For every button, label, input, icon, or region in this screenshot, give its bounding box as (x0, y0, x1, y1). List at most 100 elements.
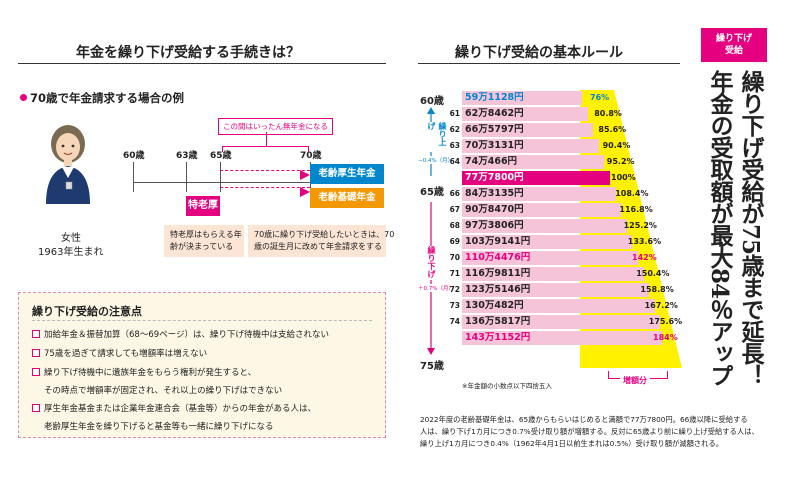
row-age: 62 (449, 125, 460, 134)
row-age: 67 (449, 205, 460, 214)
example-subheading: 70歳で年金請求する場合の例 (20, 90, 184, 106)
table-row: 130万482円 167.2% (462, 299, 678, 313)
row-percent: 175.6% (648, 317, 683, 326)
row-amount: 90万8470円 (462, 203, 622, 217)
age-tick-63: 63歳 (176, 151, 198, 161)
row-age: 66 (449, 189, 460, 198)
person-label: 女性 (61, 233, 81, 244)
bullet-dot (20, 94, 27, 101)
table-row: 84万3135円 108.4% (462, 187, 662, 201)
age-tick-65: 65歳 (210, 151, 232, 161)
badge: 繰り下げ受給 (701, 28, 767, 62)
row-amount: 70万3131円 (462, 139, 599, 153)
table-row: 66万5797円 85.6% (462, 123, 662, 137)
left-heading-underline (18, 63, 386, 64)
kosei-nenkin-block: 老齢厚生年金 (310, 164, 384, 184)
row-amount: 59万1128円 (462, 91, 582, 105)
row-age: 61 (449, 109, 460, 118)
row-amount: 62万8462円 (462, 107, 588, 121)
age-60-label: 60歳 (420, 96, 444, 107)
row-percent: 125.2% (623, 221, 657, 230)
caution-item-cont: その時点で増額率が固定され、それ以上の繰り下げはできない (44, 386, 283, 396)
row-age: 74 (449, 317, 460, 326)
rate-trapezoid (580, 90, 682, 368)
tick-60 (133, 162, 134, 192)
caution-item: 加給年金＆振替加算（68〜69ページ）は、繰り下げ待機中は支給されない (32, 328, 329, 340)
age-tick-70: 70歳 (300, 151, 322, 161)
left-heading: 年金を繰り下げ受給する手続きは？ (76, 45, 300, 61)
table-row: 110万4476円 142% (462, 251, 662, 265)
caution-item: 厚生年金基金または企業年金連合会（基金等）からの年金がある人は、 (32, 402, 316, 414)
rounding-footnote: ※年金額の小数点以下四捨五入 (462, 382, 552, 390)
table-row: 103万9141円 133.6% (462, 235, 662, 249)
row-percent: 90.4% (602, 141, 631, 150)
row-amount: 110万4476円 (462, 251, 638, 265)
table-row: 123万5146円 158.8% (462, 283, 674, 297)
notice-connector-right (308, 146, 309, 152)
row-percent: 108.4% (615, 189, 649, 198)
table-row: 97万3806円 125.2% (462, 219, 662, 233)
arrow-icons (300, 170, 310, 197)
timeline-line (133, 182, 310, 183)
row-age: 68 (449, 221, 460, 230)
row-amount: 97万3806円 (462, 219, 627, 233)
caution-divider (32, 320, 372, 321)
row-amount: 77万7800円 (462, 171, 610, 185)
age-75-label: 75歳 (420, 361, 444, 372)
row-age: 63 (449, 141, 460, 150)
table-row: 136万5817円 175.6% (462, 315, 682, 329)
row-percent: 133.6% (627, 237, 662, 246)
checkbox-icon (32, 368, 40, 376)
row-percent: 167.2% (644, 301, 678, 310)
person-birth: 1963年生まれ (38, 247, 104, 258)
row-age: 72 (449, 285, 460, 294)
caution-item: 75歳を過ぎて請求しても増額率は増えない (32, 347, 207, 359)
table-row: 143万1152円 184% (462, 331, 678, 345)
caution-item-cont: 老齢厚生年金を繰り下げると基金等も一緒に繰り下げになる (44, 422, 274, 432)
row-age: 70 (449, 253, 460, 262)
right-heading-underline (418, 63, 680, 64)
row-percent: 85.6% (598, 125, 627, 134)
row-amount: 74万466円 (462, 155, 605, 169)
row-percent: 158.8% (640, 285, 674, 294)
row-percent: 100% (611, 173, 636, 182)
checkbox-icon (32, 330, 40, 338)
tokurou-note: 特老厚はもらえる年 齢が決まっている (164, 225, 244, 257)
row-percent: 76% (590, 93, 610, 102)
row-percent: 116.8% (619, 205, 653, 214)
kuriage-label: 繰り上げ (426, 122, 448, 152)
no-pension-dashed-line-upper (220, 170, 310, 171)
table-row: 62万8462円 80.8% (462, 107, 662, 121)
row-amount: 130万482円 (462, 299, 655, 313)
zougaku-label: 増額分 (620, 375, 650, 386)
row-percent: 142% (632, 253, 657, 262)
big-title-line-1: 繰り下げ受給が75歳まで延長！ (737, 70, 764, 387)
row-amount: 143万1152円 (462, 331, 662, 345)
kiso-nenkin-block: 老齢基礎年金 (310, 188, 384, 208)
row-amount: 116万9811円 (462, 267, 644, 281)
row-amount: 136万5817円 (462, 315, 661, 329)
woman-illustration (46, 125, 90, 204)
row-percent: 150.4% (636, 269, 670, 278)
notice-connector-left (222, 146, 223, 152)
notice-connector-h (222, 146, 308, 147)
request-note: 70歳に繰り下げ受給したいときは、70 歳の誕生月に改めて年金請求をする (248, 225, 394, 257)
tick-65 (220, 162, 221, 192)
big-title-line-2: 年金の受取額が最大84％アップ (706, 70, 733, 387)
tokurou-block: 特老厚 (186, 196, 220, 216)
kuriage-rate: −0.4%（月） (418, 156, 454, 164)
bottom-note: 2022年度の老齢基礎年金は、65歳からもらいはじめると満額で77万7800円。… (420, 415, 759, 448)
row-amount: 103万9141円 (462, 235, 633, 249)
table-row: 90万8470円 116.8% (462, 203, 662, 217)
checkbox-icon (32, 349, 40, 357)
row-percent: 95.2% (606, 157, 635, 166)
notice-connector-v (266, 132, 267, 146)
age-65-label: 65歳 (420, 187, 444, 198)
row-amount: 123万5146円 (462, 283, 650, 297)
row-percent: 184% (653, 333, 678, 342)
caution-box (18, 292, 386, 438)
table-row: 77万7800円 100% (462, 171, 662, 185)
tick-63 (186, 162, 187, 192)
no-pension-notice: この間はいったん無年金になる (218, 118, 333, 135)
row-age: 73 (449, 301, 460, 310)
